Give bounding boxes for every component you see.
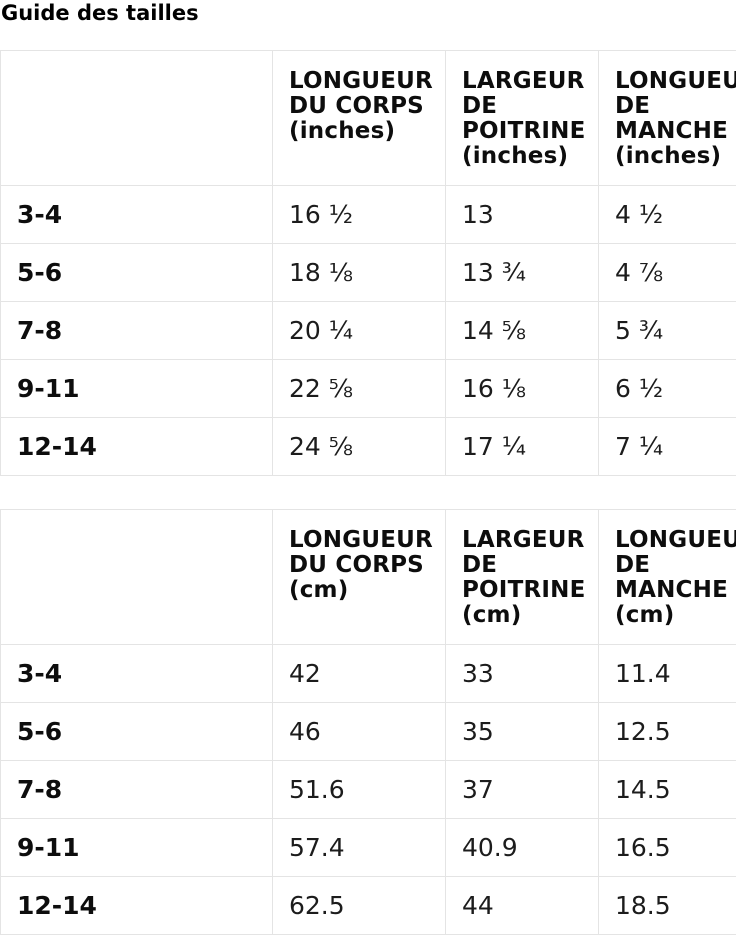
table-cell: 42 (272, 644, 446, 703)
table-row: 9-11 22 ⅝ 16 ⅛ 6 ½ (0, 359, 736, 418)
table-cell: 13 (445, 185, 599, 244)
table-row: 5-6 18 ⅛ 13 ¾ 4 ⅞ (0, 243, 736, 302)
page-title: Guide des tailles (1, 1, 199, 25)
table-cell: 18.5 (598, 876, 736, 935)
size-table-cm: LONGUEUR DU CORPS (cm) LARGEUR DE POITRI… (0, 509, 736, 935)
size-label: 5-6 (0, 702, 273, 761)
table-row: 7-8 51.6 37 14.5 (0, 760, 736, 819)
size-label: 12-14 (0, 417, 273, 476)
table-cell: 7 ¼ (598, 417, 736, 476)
empty-header-cell (0, 50, 273, 186)
table-row: 7-8 20 ¼ 14 ⅝ 5 ¾ (0, 301, 736, 360)
table-row: 5-6 46 35 12.5 (0, 702, 736, 761)
header-row: LONGUEUR DU CORPS (cm) LARGEUR DE POITRI… (0, 509, 736, 645)
column-header-sleeve-length-inches: LONGUEUR DE MANCHE (inches) (598, 50, 736, 186)
table-cell: 12.5 (598, 702, 736, 761)
table-cell: 13 ¾ (445, 243, 599, 302)
table-cell: 33 (445, 644, 599, 703)
size-label: 7-8 (0, 760, 273, 819)
size-label: 7-8 (0, 301, 273, 360)
table-cell: 4 ½ (598, 185, 736, 244)
table-cell: 11.4 (598, 644, 736, 703)
size-label: 12-14 (0, 876, 273, 935)
table-cell: 4 ⅞ (598, 243, 736, 302)
table-row: 12-14 24 ⅝ 17 ¼ 7 ¼ (0, 417, 736, 476)
table-cell: 46 (272, 702, 446, 761)
table-cell: 24 ⅝ (272, 417, 446, 476)
size-table-inches: LONGUEUR DU CORPS (inches) LARGEUR DE PO… (0, 50, 736, 476)
size-label: 3-4 (0, 644, 273, 703)
size-label: 3-4 (0, 185, 273, 244)
table-cell: 62.5 (272, 876, 446, 935)
table-cell: 14 ⅝ (445, 301, 599, 360)
table-row: 9-11 57.4 40.9 16.5 (0, 818, 736, 877)
size-table-inches-wrap: LONGUEUR DU CORPS (inches) LARGEUR DE PO… (0, 50, 736, 476)
table-cell: 16 ⅛ (445, 359, 599, 418)
table-cell: 37 (445, 760, 599, 819)
size-label: 9-11 (0, 818, 273, 877)
table-cell: 57.4 (272, 818, 446, 877)
column-header-sleeve-length-cm: LONGUEUR DE MANCHE (cm) (598, 509, 736, 645)
size-label: 5-6 (0, 243, 273, 302)
table-cell: 17 ¼ (445, 417, 599, 476)
table-cell: 18 ⅛ (272, 243, 446, 302)
header-row: LONGUEUR DU CORPS (inches) LARGEUR DE PO… (0, 50, 736, 186)
table-cell: 20 ¼ (272, 301, 446, 360)
table-cell: 16.5 (598, 818, 736, 877)
table-cell: 40.9 (445, 818, 599, 877)
table-cell: 51.6 (272, 760, 446, 819)
table-row: 12-14 62.5 44 18.5 (0, 876, 736, 935)
table-cell: 22 ⅝ (272, 359, 446, 418)
size-table-cm-wrap: LONGUEUR DU CORPS (cm) LARGEUR DE POITRI… (0, 509, 736, 935)
table-cell: 14.5 (598, 760, 736, 819)
column-header-body-length-cm: LONGUEUR DU CORPS (cm) (272, 509, 446, 645)
table-row: 3-4 16 ½ 13 4 ½ (0, 185, 736, 244)
table-cell: 44 (445, 876, 599, 935)
table-cell: 6 ½ (598, 359, 736, 418)
column-header-body-length-inches: LONGUEUR DU CORPS (inches) (272, 50, 446, 186)
table-cell: 5 ¾ (598, 301, 736, 360)
empty-header-cell (0, 509, 273, 645)
table-cell: 16 ½ (272, 185, 446, 244)
size-label: 9-11 (0, 359, 273, 418)
table-cell: 35 (445, 702, 599, 761)
table-row: 3-4 42 33 11.4 (0, 644, 736, 703)
column-header-chest-width-cm: LARGEUR DE POITRINE (cm) (445, 509, 599, 645)
column-header-chest-width-inches: LARGEUR DE POITRINE (inches) (445, 50, 599, 186)
